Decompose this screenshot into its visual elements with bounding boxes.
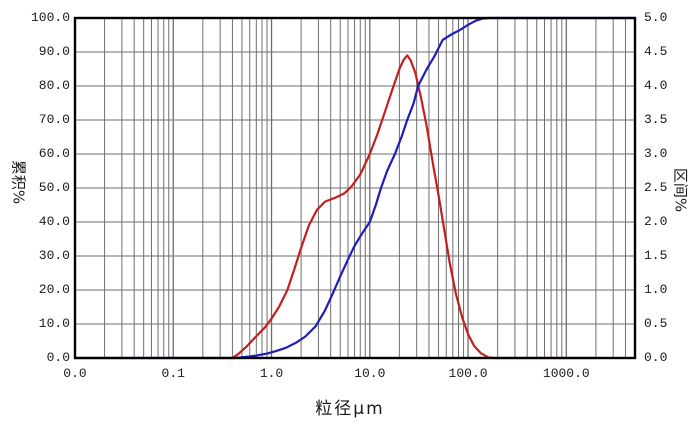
right-tick-label: 4.0 bbox=[644, 78, 668, 93]
x-axis-title: 粒径μm bbox=[315, 399, 385, 419]
bottom-tick-label: 100.0 bbox=[448, 366, 488, 381]
left-tick-label: 20.0 bbox=[38, 282, 70, 297]
left-tick-label: 100.0 bbox=[30, 10, 70, 25]
left-tick-label: 90.0 bbox=[38, 44, 70, 59]
left-tick-label: 50.0 bbox=[38, 180, 70, 195]
bottom-tick-label: 1000.0 bbox=[542, 366, 590, 381]
bottom-tick-label: 0.1 bbox=[161, 366, 185, 381]
left-tick-label: 30.0 bbox=[38, 248, 70, 263]
right-tick-label: 0.0 bbox=[644, 350, 668, 365]
right-tick-label: 3.0 bbox=[644, 146, 668, 161]
bottom-tick-label: 0.0 bbox=[63, 366, 87, 381]
interval-percent-curve bbox=[231, 54, 598, 360]
right-tick-label: 2.5 bbox=[644, 180, 668, 195]
left-axis-title: 累积% bbox=[9, 159, 28, 205]
bottom-tick-label: 1.0 bbox=[259, 366, 284, 381]
right-axis-title: 区间% bbox=[671, 167, 690, 213]
right-tick-label: 3.5 bbox=[644, 112, 668, 127]
left-tick-label: 60.0 bbox=[38, 146, 70, 161]
bottom-tick-label: 10.0 bbox=[354, 366, 386, 381]
right-tick-label: 5.0 bbox=[644, 10, 668, 25]
left-tick-label: 70.0 bbox=[38, 112, 70, 127]
left-tick-label: 40.0 bbox=[38, 214, 70, 229]
right-tick-label: 2.0 bbox=[644, 214, 668, 229]
right-tick-label: 4.5 bbox=[644, 44, 668, 59]
right-tick-label: 1.5 bbox=[644, 248, 668, 263]
right-tick-label: 0.5 bbox=[644, 316, 668, 331]
left-tick-label: 80.0 bbox=[38, 78, 70, 93]
left-tick-label: 10.0 bbox=[38, 316, 70, 331]
plot-frame bbox=[73, 16, 637, 360]
right-tick-label: 1.0 bbox=[644, 282, 668, 297]
left-tick-label: 0.0 bbox=[46, 350, 70, 365]
cumulative-percent-curve bbox=[73, 16, 637, 360]
